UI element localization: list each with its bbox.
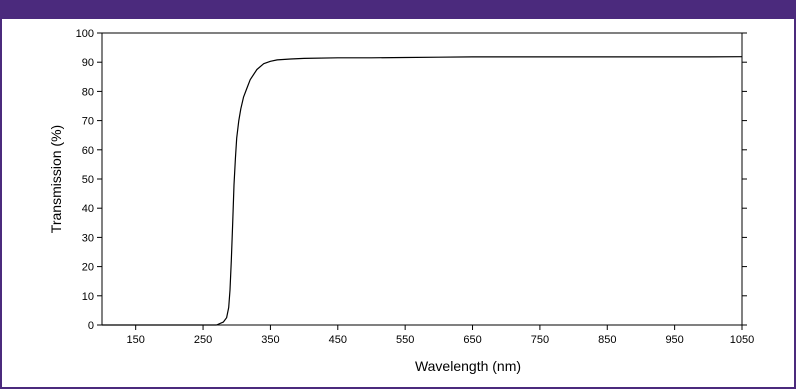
plot-area <box>101 32 743 326</box>
plot-frame <box>101 32 743 326</box>
y-tick-label: 50 <box>82 174 94 186</box>
x-tick-label: 150 <box>127 334 145 346</box>
x-tick-label: 450 <box>329 334 347 346</box>
transmission-curve <box>102 56 743 326</box>
y-tick-label: 10 <box>82 291 94 303</box>
y-tick-label: 80 <box>82 86 94 98</box>
header-bar <box>0 0 796 19</box>
x-tick-label: 550 <box>396 334 414 346</box>
x-tick-label: 950 <box>665 334 683 346</box>
y-tick-label: 40 <box>82 203 94 215</box>
y-tick-label: 90 <box>82 57 94 69</box>
x-tick-label: 650 <box>463 334 481 346</box>
y-axis-title: Transmission (%) <box>48 125 64 233</box>
y-tick-label: 20 <box>82 262 94 274</box>
y-tick-label: 0 <box>88 320 94 332</box>
y-axis-ticks: 0 10 20 30 40 50 60 70 80 90 100 <box>76 28 747 332</box>
series-group <box>102 56 743 326</box>
x-tick-label: 1050 <box>730 334 754 346</box>
x-tick-label: 850 <box>598 334 616 346</box>
x-tick-label: 350 <box>261 334 279 346</box>
x-tick-label: 250 <box>194 334 212 346</box>
y-tick-label: 60 <box>82 145 94 157</box>
y-tick-label: 70 <box>82 116 94 128</box>
y-tick-label: 30 <box>82 232 94 244</box>
x-axis-title: Wavelength (nm) <box>415 358 521 374</box>
x-axis-ticks: 150 250 350 450 550 650 750 850 950 1050 <box>127 325 754 346</box>
x-tick-label: 750 <box>531 334 549 346</box>
y-tick-label: 100 <box>76 28 94 40</box>
